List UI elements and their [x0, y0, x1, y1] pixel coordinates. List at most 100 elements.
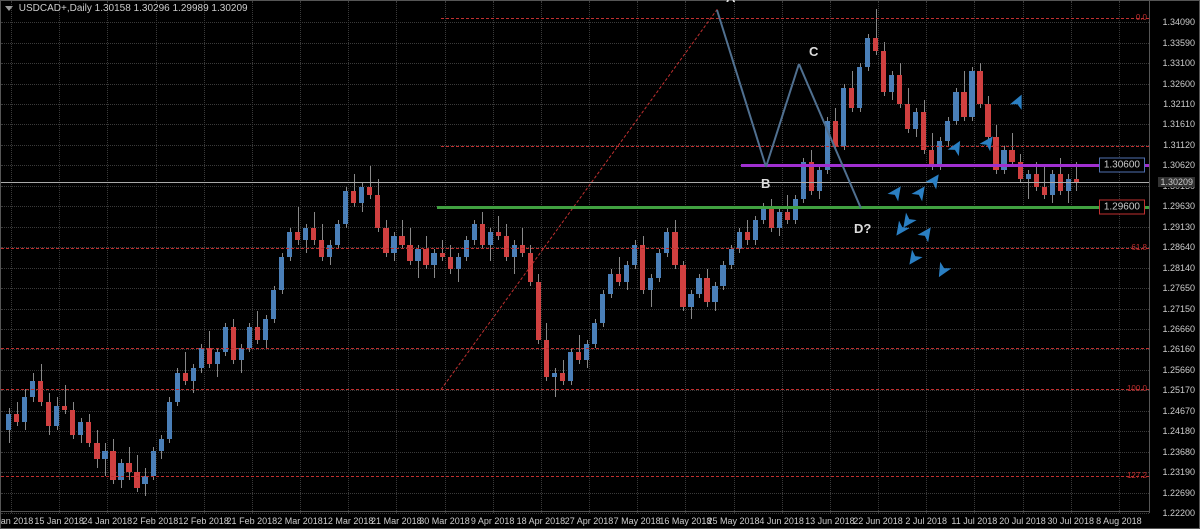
x-gridline: [156, 1, 157, 513]
projection-arrow[interactable]: ➤: [1006, 90, 1031, 113]
candle-body: [696, 278, 701, 295]
fib-diagonal[interactable]: [441, 9, 718, 389]
fib-level-line[interactable]: [1, 476, 1149, 477]
candle-body: [311, 228, 316, 240]
x-tick-label: 20 Jul 2018: [999, 516, 1046, 526]
candle-body: [151, 451, 156, 476]
candle-body: [664, 232, 669, 253]
x-gridline: [348, 1, 349, 513]
candle-body: [431, 253, 436, 265]
x-gridline: [493, 1, 494, 513]
candle-body: [889, 75, 894, 92]
fib-level-line[interactable]: [1, 248, 1149, 249]
candle-body: [592, 323, 597, 344]
y-tick-label: 1.23190: [1162, 467, 1195, 477]
candle-body: [191, 368, 196, 380]
x-tick-label: 25 May 2018: [707, 516, 759, 526]
projection-arrow[interactable]: ➤: [884, 180, 910, 204]
fib-level-line[interactable]: [441, 18, 1149, 19]
price-level-line[interactable]: [437, 206, 1149, 209]
x-tick-label: 16 May 2018: [659, 516, 711, 526]
candle-body: [769, 207, 774, 228]
y-gridline: [1, 431, 1149, 432]
candle-body: [159, 439, 164, 451]
x-gridline: [445, 1, 446, 513]
candle-body: [536, 282, 541, 340]
candle-body: [704, 278, 709, 303]
x-tick-label: 8 Aug 2018: [1096, 516, 1142, 526]
candle-body: [961, 92, 966, 117]
y-axis: 1.340901.335901.331001.326001.321101.316…: [1149, 1, 1199, 513]
candle-body: [1042, 187, 1047, 195]
y-gridline: [1, 390, 1149, 391]
candle-body: [102, 451, 107, 459]
candle-body: [1034, 174, 1039, 186]
x-tick-label: 5 Jan 2018: [0, 516, 33, 526]
candle-body: [905, 104, 910, 129]
title-bar[interactable]: USDCAD+,Daily 1.30158 1.30296 1.29989 1.…: [5, 3, 248, 14]
candle-body: [175, 373, 180, 402]
plot-area[interactable]: 0.061.8100.0127.21.306001.29600ABCD?➤➤➤➤…: [1, 1, 1150, 513]
candle-body: [448, 257, 453, 269]
candle-body: [14, 414, 19, 422]
y-tick-label: 1.33100: [1162, 58, 1195, 68]
candle-body: [753, 220, 758, 241]
candle-body: [263, 319, 268, 340]
candle-body: [576, 352, 581, 360]
x-tick-label: 21 Mar 2018: [371, 516, 422, 526]
candle-body: [1001, 150, 1006, 171]
y-gridline: [1, 493, 1149, 494]
dropdown-icon[interactable]: [5, 6, 13, 11]
projection-arrow[interactable]: ➤: [930, 259, 956, 283]
y-gridline: [1, 472, 1149, 473]
candle-body: [375, 195, 380, 228]
candle-body: [287, 232, 292, 257]
fib-level-line[interactable]: [1, 389, 1149, 390]
candle-body: [777, 212, 782, 229]
candle-body: [1066, 179, 1071, 191]
x-gridline: [204, 1, 205, 513]
candle-body: [335, 224, 340, 245]
candle-body: [215, 352, 220, 364]
candle-body: [512, 245, 517, 257]
y-gridline: [1, 370, 1149, 371]
pattern-point-label: D?: [854, 221, 871, 236]
candle-body: [737, 232, 742, 249]
x-gridline: [252, 1, 253, 513]
x-tick-label: 15 Jan 2018: [34, 516, 84, 526]
candle-body: [367, 187, 372, 195]
x-gridline: [300, 1, 301, 513]
candle-body: [134, 472, 139, 489]
candle-body: [873, 38, 878, 50]
candle-body: [440, 253, 445, 257]
candle-wick: [442, 240, 443, 261]
y-tick-label: 1.26160: [1162, 344, 1195, 354]
candle-body: [953, 92, 958, 121]
fib-level-line[interactable]: [1, 348, 1149, 349]
price-level-tag: 1.30600: [1099, 157, 1145, 172]
candle-body: [680, 265, 685, 306]
candle-body: [600, 294, 605, 323]
x-tick-label: 22 Jun 2018: [853, 516, 903, 526]
y-gridline: [1, 124, 1149, 125]
candle-body: [552, 373, 557, 377]
x-gridline: [1119, 1, 1120, 513]
candle-body: [247, 327, 252, 348]
price-level-line[interactable]: [741, 164, 1149, 167]
x-gridline: [396, 1, 397, 513]
y-tick-label: 1.27150: [1162, 304, 1195, 314]
candle-body: [785, 212, 790, 220]
x-gridline: [1023, 1, 1024, 513]
chart-container[interactable]: USDCAD+,Daily 1.30158 1.30296 1.29989 1.…: [0, 0, 1200, 529]
candle-body: [54, 406, 59, 427]
candle-body: [472, 224, 477, 241]
fib-level-label: 61.8: [1131, 243, 1147, 252]
y-gridline: [1, 329, 1149, 330]
x-tick-label: 30 Mar 2018: [419, 516, 470, 526]
candle-body: [648, 278, 653, 290]
pattern-point-label: B: [761, 176, 770, 191]
candle-wick: [105, 443, 106, 476]
y-gridline: [1, 288, 1149, 289]
candle-body: [456, 257, 461, 269]
fib-level-line[interactable]: [441, 146, 1149, 147]
